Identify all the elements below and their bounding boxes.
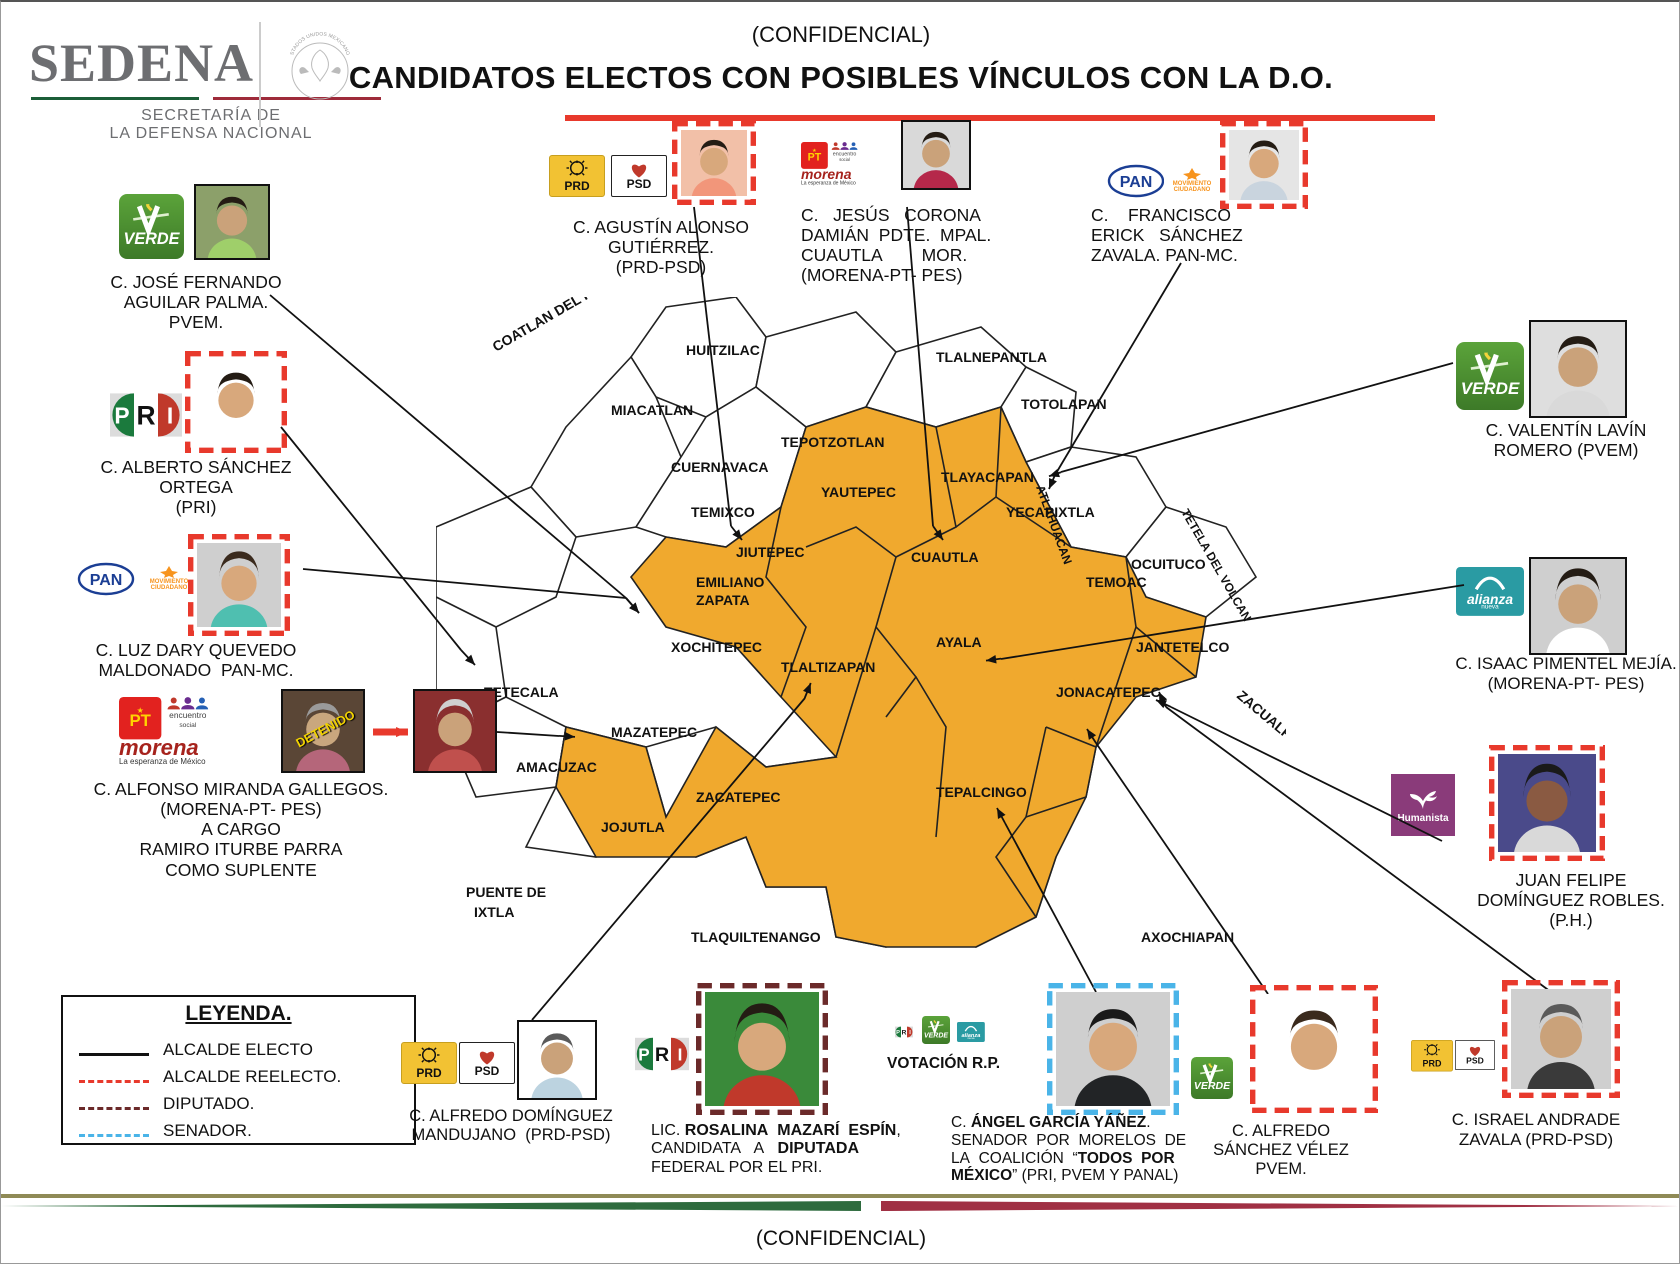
svg-text:P: P: [896, 1030, 900, 1036]
svg-text:XOCHITEPEC: XOCHITEPEC: [671, 639, 762, 655]
svg-text:PAN: PAN: [1120, 174, 1153, 191]
svg-text:IXTLA: IXTLA: [474, 904, 514, 920]
svg-text:I: I: [678, 1045, 683, 1064]
svg-text:YAUTEPEC: YAUTEPEC: [821, 484, 896, 500]
svg-text:P: P: [114, 402, 129, 428]
svg-text:TLALTIZAPAN: TLALTIZAPAN: [781, 659, 875, 675]
svg-text:R: R: [136, 401, 155, 431]
svg-text:R: R: [655, 1044, 669, 1066]
svg-text:JIUTEPEC: JIUTEPEC: [736, 544, 804, 560]
svg-text:TEPALCINGO: TEPALCINGO: [936, 784, 1027, 800]
svg-text:P: P: [638, 1045, 649, 1064]
svg-text:CUAUTLA: CUAUTLA: [911, 549, 979, 565]
svg-text:ZAPATA: ZAPATA: [696, 592, 750, 608]
svg-text:TLALNEPANTLA: TLALNEPANTLA: [936, 349, 1047, 365]
svg-text:OCUITUCO: OCUITUCO: [1131, 556, 1206, 572]
svg-text:R: R: [902, 1029, 907, 1036]
svg-text:PAN: PAN: [90, 572, 123, 589]
svg-text:YECAPIXTLA: YECAPIXTLA: [1006, 504, 1095, 520]
svg-text:I: I: [167, 402, 173, 428]
svg-text:JONACATEPEC: JONACATEPEC: [1056, 684, 1161, 700]
svg-text:TLAYACAPAN: TLAYACAPAN: [941, 469, 1034, 485]
svg-text:TEPOTZOTLAN: TEPOTZOTLAN: [781, 434, 884, 450]
svg-text:EMILIANO: EMILIANO: [696, 574, 765, 590]
svg-text:AYALA: AYALA: [936, 634, 982, 650]
